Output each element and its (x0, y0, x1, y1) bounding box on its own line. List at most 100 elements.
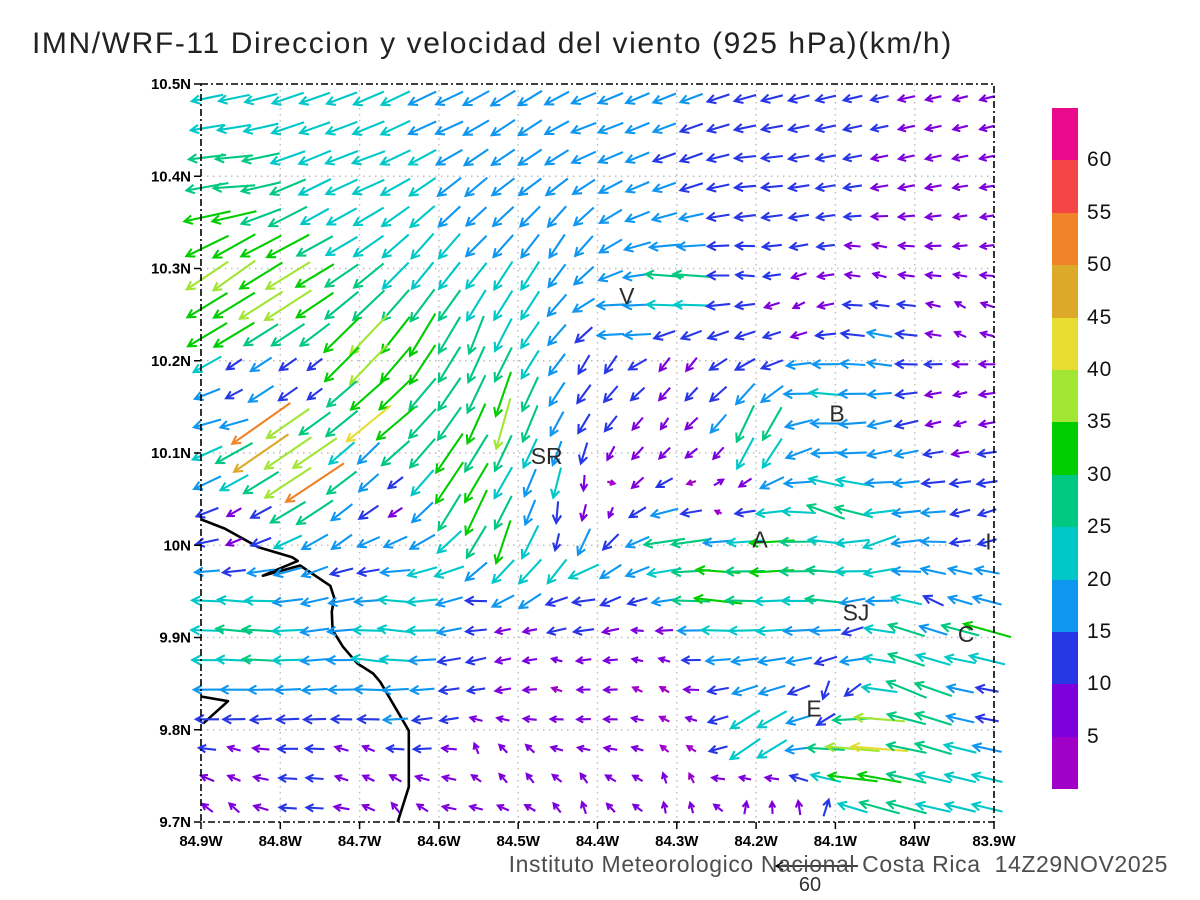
wind-arrow (437, 346, 462, 384)
colorbar-label: 10 (1087, 672, 1113, 696)
wind-arrow (356, 441, 381, 465)
wind-arrow (521, 715, 537, 724)
wind-arrow (434, 120, 464, 136)
wind-arrow (869, 211, 889, 221)
colorbar-label: 55 (1087, 200, 1113, 224)
wind-arrow (647, 241, 680, 252)
wind-arrow (198, 773, 215, 783)
wind-arrow (893, 419, 919, 430)
wind-arrow (466, 374, 487, 415)
wind-arrow (624, 565, 650, 578)
wind-arrow (924, 419, 942, 429)
wind-arrow (298, 91, 331, 106)
wind-arrow (682, 685, 700, 694)
wind-arrow (572, 206, 595, 227)
plot-frame (200, 83, 995, 823)
wind-arrow (464, 235, 488, 258)
wind-arrow (860, 683, 898, 694)
wind-arrow (239, 181, 282, 195)
wind-arrow (805, 503, 846, 520)
wind-arrow (544, 596, 569, 608)
wind-arrow (550, 440, 563, 467)
wind-arrow (408, 205, 436, 229)
colorbar-label: 35 (1087, 410, 1113, 434)
wind-arrow (352, 262, 385, 289)
axis-label-lon: 84.9W (179, 833, 223, 850)
wind-arrow (833, 566, 871, 577)
wind-arrow (704, 655, 731, 666)
wind-arrow (974, 683, 999, 695)
wind-arrow (838, 358, 866, 370)
wind-arrow (520, 261, 541, 292)
wind-arrow (712, 803, 724, 813)
axis-label-lat: 10.3N (151, 261, 191, 278)
wind-arrow (546, 323, 567, 347)
wind-arrow (271, 596, 304, 607)
wind-arrow (923, 153, 942, 163)
wind-arrow (549, 744, 564, 753)
wind-arrow (824, 742, 880, 753)
wind-arrow (465, 403, 487, 446)
wind-arrow (242, 323, 279, 347)
wind-arrow (546, 205, 567, 229)
wind-arrow (490, 177, 516, 197)
axis-label-lon: 84.4W (576, 833, 620, 850)
wind-arrow (783, 418, 814, 431)
wind-arrow (301, 714, 327, 725)
wind-arrow (436, 176, 462, 198)
wind-arrow (624, 535, 650, 549)
wind-arrow (520, 290, 541, 321)
colorbar-label: 25 (1087, 515, 1113, 539)
wind-arrow (576, 528, 592, 557)
wind-arrow (352, 90, 385, 107)
wind-arrow (815, 241, 835, 251)
wind-arrow (977, 419, 996, 429)
wind-arrow (708, 385, 728, 403)
wind-arrow (923, 182, 942, 192)
wind-arrow (809, 771, 842, 783)
wind-arrow (300, 565, 329, 579)
wind-arrow (440, 744, 457, 753)
station-label: E (806, 696, 821, 722)
wind-arrow (468, 803, 484, 812)
wind-arrow (756, 739, 788, 759)
wind-arrow (598, 563, 622, 580)
wind-arrow (622, 329, 652, 341)
wind-arrow (913, 740, 952, 756)
wind-arrow (406, 566, 438, 579)
wind-arrow (240, 152, 280, 165)
wind-arrow (894, 329, 918, 340)
wind-arrow (815, 300, 835, 310)
wind-arrow (951, 182, 969, 192)
wind-arrow (323, 346, 360, 383)
wind-arrow (630, 656, 644, 664)
wind-arrow (304, 803, 324, 813)
wind-arrow (239, 234, 282, 258)
wind-arrow (624, 181, 650, 194)
wind-arrow (461, 90, 490, 107)
wind-arrow (549, 656, 563, 664)
wind-arrow (545, 626, 567, 636)
wind-arrow (468, 715, 483, 723)
wind-arrow (684, 715, 698, 723)
colorbar-swatch (1052, 736, 1078, 790)
wind-arrow (493, 656, 512, 665)
wind-arrow (552, 801, 562, 814)
wind-arrow (380, 205, 410, 228)
wind-arrow (893, 358, 918, 370)
wind-arrow (732, 181, 756, 193)
wind-arrow (242, 471, 280, 495)
wind-arrow (546, 293, 568, 318)
wind-arrow (242, 122, 279, 135)
wind-arrow (434, 148, 463, 166)
wind-arrow (410, 469, 435, 497)
wind-arrow (732, 211, 756, 222)
wind-arrow (465, 525, 487, 560)
wind-arrow (523, 499, 537, 527)
wind-arrow (303, 743, 325, 754)
wind-arrow (978, 241, 995, 251)
wind-arrow (268, 178, 307, 197)
wind-arrow (549, 411, 565, 438)
wind-arrow (436, 530, 463, 555)
wind-arrow (577, 442, 589, 466)
